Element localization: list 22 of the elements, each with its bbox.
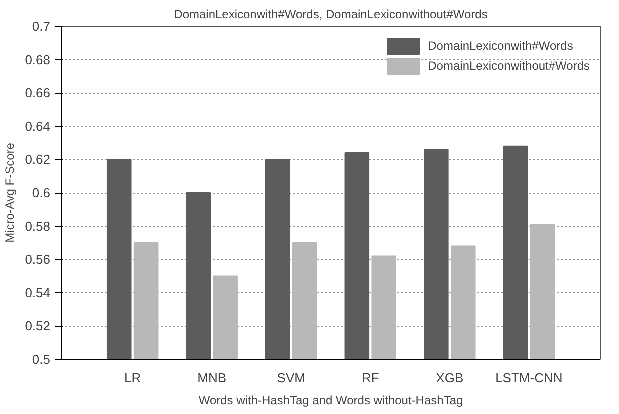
- x-tick-label: LSTM-CNN: [496, 370, 563, 386]
- y-tick-label: 0.68: [25, 52, 51, 68]
- y-tick-label: 0.6: [32, 186, 51, 200]
- y-tick-label: 0.58: [25, 218, 51, 234]
- y-tick-label: 0.64: [25, 118, 51, 134]
- y-tick-label: 0.5: [32, 352, 51, 367]
- y-tick-label: 0.62: [25, 152, 51, 168]
- legend-label: DomainLexiconwithout#Words: [428, 59, 590, 73]
- x-tick-label: XGB: [436, 370, 464, 386]
- chart-title: DomainLexiconwith#Words, DomainLexiconwithout#Words: [174, 8, 488, 22]
- x-tick-label: SVM: [277, 370, 306, 386]
- y-tick-label: 0.56: [25, 252, 51, 268]
- y-tick-label: 0.7: [32, 19, 51, 34]
- legend-label: DomainLexiconwith#Words: [428, 39, 574, 53]
- y-axis-title: Micro-Avg F-Score: [3, 142, 18, 243]
- x-tick-label: LR: [124, 370, 142, 386]
- x-axis-title: Words with-HashTag and Words without-HashTag: [198, 394, 464, 408]
- y-tick-label: 0.52: [25, 318, 51, 334]
- y-tick-label: 0.54: [25, 285, 51, 300]
- y-tick-label: 0.66: [25, 86, 51, 101]
- x-tick-label: RF: [362, 370, 380, 386]
- x-tick-label: MNB: [198, 370, 227, 386]
